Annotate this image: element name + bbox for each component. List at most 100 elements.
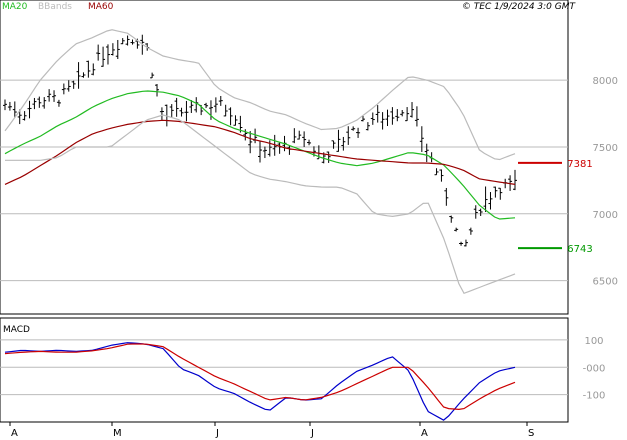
ohlc-bar bbox=[32, 97, 37, 110]
price-series-lines bbox=[4, 29, 516, 295]
ma60-line bbox=[4, 119, 516, 185]
ohlc-bar bbox=[204, 102, 209, 109]
bband-upper-line bbox=[4, 29, 516, 161]
ohlc-bar bbox=[488, 192, 493, 210]
ohlc-bar bbox=[395, 109, 400, 122]
ohlc-bar bbox=[370, 112, 375, 125]
ohlc-bar bbox=[459, 241, 464, 246]
x-tick-label: M bbox=[113, 428, 122, 439]
price-tick-label: 7000 bbox=[593, 210, 618, 221]
ohlc-bar bbox=[449, 215, 454, 223]
ohlc-bar bbox=[258, 140, 262, 163]
ohlc-bar bbox=[424, 143, 429, 163]
ohlc-bar bbox=[233, 115, 238, 126]
price-annotations: 7381 6743 bbox=[518, 159, 593, 255]
macd-grid bbox=[0, 339, 568, 396]
ohlc-bar bbox=[22, 111, 27, 121]
ohlc-bar bbox=[3, 99, 7, 111]
ohlc-bar bbox=[115, 39, 120, 59]
ohlc-bar bbox=[52, 90, 57, 102]
legend-ma20: MA20 bbox=[2, 2, 28, 12]
ohlc-bar bbox=[400, 110, 405, 117]
ohlc-bar bbox=[101, 46, 106, 67]
x-tick-label: J bbox=[310, 428, 314, 439]
bband-lower-line bbox=[5, 114, 516, 295]
ohlc-bar bbox=[463, 239, 468, 247]
ohlc-bar bbox=[292, 128, 297, 144]
ohlc-bar bbox=[27, 100, 32, 119]
ohlc-bar bbox=[174, 97, 179, 117]
ohlc-bar bbox=[468, 227, 473, 235]
price-tick-label: 7500 bbox=[593, 143, 618, 154]
level-label: 6743 bbox=[567, 244, 592, 255]
ohlc-bar bbox=[56, 99, 61, 107]
macd-series-lines bbox=[4, 342, 516, 421]
ohlc-bar bbox=[483, 186, 488, 213]
ohlc-bar bbox=[380, 112, 385, 130]
ohlc-bar bbox=[110, 43, 115, 56]
ohlc-bar bbox=[331, 140, 336, 149]
ohlc-bar bbox=[7, 101, 12, 111]
ma20-line bbox=[4, 90, 516, 220]
ohlc-bar bbox=[375, 105, 380, 123]
ohlc-bar bbox=[336, 129, 341, 152]
macd-y-axis: 100 -000 -100 bbox=[583, 336, 606, 402]
ohlc-bar bbox=[155, 83, 160, 97]
price-panel-frame bbox=[0, 0, 569, 315]
ohlc-bar bbox=[390, 107, 395, 125]
ohlc-bar bbox=[42, 97, 47, 109]
ohlc-bar bbox=[513, 169, 517, 191]
ohlc-bar bbox=[248, 131, 253, 154]
ohlc-bar bbox=[105, 44, 110, 65]
ohlc-bar bbox=[243, 129, 248, 141]
ohlc-bar bbox=[444, 187, 449, 206]
ohlc-bar bbox=[37, 96, 42, 108]
level-label: 7381 bbox=[567, 159, 592, 170]
ohlc-bar bbox=[96, 44, 101, 61]
ohlc-bar bbox=[71, 80, 76, 89]
ohlc-bar bbox=[385, 109, 390, 126]
ohlc-bar bbox=[81, 72, 86, 78]
ohlc-bar bbox=[346, 126, 351, 145]
price-tick-label: 8000 bbox=[593, 76, 618, 87]
macd-tick-label: -100 bbox=[583, 391, 606, 402]
ohlc-bar bbox=[91, 63, 96, 76]
ohlc-bar bbox=[356, 127, 361, 138]
x-tick-label: S bbox=[528, 428, 534, 439]
ohlc-bar bbox=[341, 136, 346, 151]
ohlc-bar bbox=[12, 101, 17, 118]
ohlc-bar bbox=[439, 169, 444, 182]
ohlc-bar bbox=[47, 89, 52, 102]
ohlc-bar bbox=[76, 62, 81, 89]
ohlc-bar bbox=[307, 139, 312, 146]
ohlc-bar bbox=[326, 151, 331, 163]
price-y-axis: 6500 7000 7500 8000 bbox=[593, 76, 618, 287]
ohlc-bar bbox=[434, 168, 439, 176]
ohlc-bar bbox=[189, 100, 194, 113]
ohlc-bar bbox=[302, 131, 307, 147]
ohlc-bar bbox=[169, 104, 174, 118]
ohlc-bar bbox=[351, 126, 356, 131]
ohlc-bar bbox=[473, 205, 478, 219]
macd-panel-title: MACD bbox=[3, 325, 30, 335]
ohlc-bar bbox=[223, 104, 228, 117]
ohlc-bar bbox=[61, 83, 66, 95]
ohlc-bar bbox=[454, 227, 459, 232]
legend-bbands: BBands bbox=[38, 2, 72, 12]
ohlc-bar bbox=[86, 60, 91, 78]
x-tick-label: A bbox=[11, 428, 18, 439]
ohlc-bar bbox=[360, 115, 365, 122]
macd-tick-label: 100 bbox=[584, 336, 603, 347]
ohlc-bar bbox=[365, 122, 370, 131]
macd-tick-label: -000 bbox=[583, 363, 606, 374]
ohlc-bar bbox=[150, 72, 155, 79]
ohlc-bar bbox=[213, 97, 218, 113]
ohlc-bar bbox=[405, 107, 410, 122]
ohlc-bar bbox=[66, 80, 71, 92]
ohlc-bar bbox=[184, 100, 189, 122]
ohlc-bar bbox=[419, 126, 424, 152]
ohlc-bar bbox=[208, 100, 213, 120]
x-tick-label: A bbox=[421, 428, 428, 439]
ohlc-bar bbox=[414, 106, 419, 127]
macd-panel-frame bbox=[0, 317, 569, 423]
